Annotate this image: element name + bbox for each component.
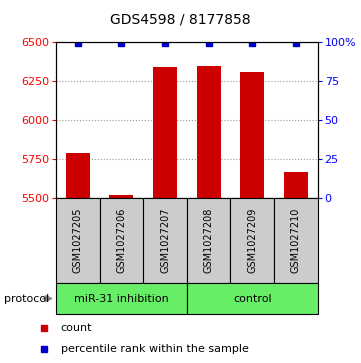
Bar	[143, 198, 187, 283]
Bar	[153, 67, 177, 198]
Text: GSM1027210: GSM1027210	[291, 208, 301, 273]
Bar	[230, 198, 274, 283]
Text: count: count	[61, 323, 92, 333]
Text: GSM1027206: GSM1027206	[116, 208, 126, 273]
Bar	[66, 152, 90, 198]
Text: GSM1027209: GSM1027209	[247, 208, 257, 273]
Text: GDS4598 / 8177858: GDS4598 / 8177858	[110, 13, 251, 27]
Bar	[197, 66, 221, 198]
Text: GSM1027207: GSM1027207	[160, 208, 170, 273]
Text: control: control	[233, 294, 271, 303]
Bar	[56, 198, 100, 283]
Bar	[240, 72, 264, 198]
Bar	[274, 198, 318, 283]
Text: miR-31 inhibition: miR-31 inhibition	[74, 294, 169, 303]
Bar	[284, 172, 308, 198]
Text: GSM1027205: GSM1027205	[73, 208, 83, 273]
Bar	[100, 198, 143, 283]
Text: GSM1027208: GSM1027208	[204, 208, 214, 273]
Bar	[109, 196, 133, 198]
Text: percentile rank within the sample: percentile rank within the sample	[61, 344, 248, 354]
Bar	[187, 283, 318, 314]
Bar	[56, 283, 187, 314]
Bar	[187, 198, 230, 283]
Text: protocol: protocol	[4, 294, 49, 303]
